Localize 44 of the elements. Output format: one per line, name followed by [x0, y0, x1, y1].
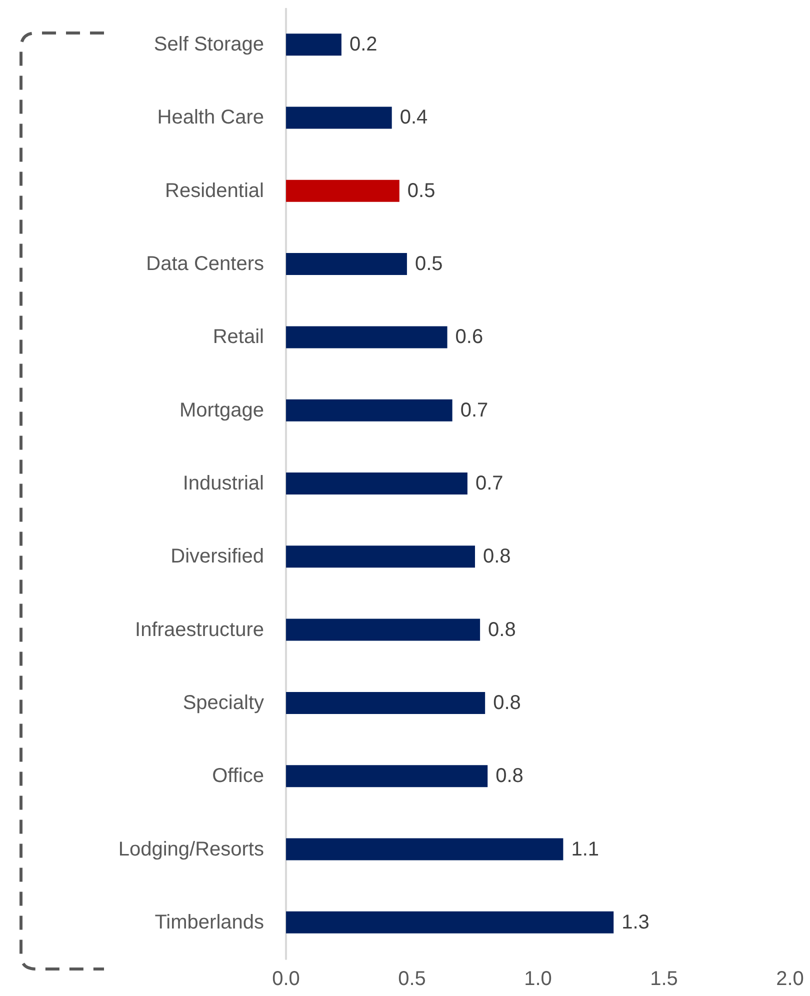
- bar: [286, 472, 468, 494]
- data-label: 0.8: [483, 546, 511, 568]
- data-label: 0.5: [414, 253, 443, 276]
- y-tick-label: Residential: [165, 180, 264, 202]
- bar: [286, 34, 342, 56]
- y-tick-label: Infraestructure: [135, 618, 264, 641]
- y-tick-label: Retail: [212, 326, 264, 348]
- x-tick-label: 1.0: [524, 968, 552, 990]
- bar: [286, 253, 407, 276]
- data-label: 0.7: [475, 472, 504, 494]
- bar: [286, 838, 564, 860]
- bar: [286, 106, 392, 129]
- x-tick-label: 0.0: [272, 968, 300, 990]
- x-tick-label: 0.5: [398, 968, 426, 990]
- data-label: 0.8: [488, 618, 516, 641]
- bar: [286, 180, 400, 202]
- data-label: 0.2: [349, 34, 378, 56]
- data-label: 0.8: [493, 692, 521, 714]
- bar: [286, 546, 475, 568]
- data-label: 1.1: [571, 838, 600, 860]
- data-label: 1.3: [622, 911, 650, 934]
- data-label: 0.4: [400, 106, 428, 129]
- bar: [286, 399, 452, 422]
- y-tick-label: Health Care: [157, 106, 264, 129]
- y-tick-label: Timberlands: [154, 911, 264, 934]
- y-tick-label: Self Storage: [154, 34, 264, 56]
- y-tick-label: Office: [212, 765, 264, 788]
- data-label: 0.8: [496, 765, 524, 788]
- y-tick-label: Diversified: [170, 546, 264, 568]
- data-label: 0.6: [455, 326, 484, 348]
- bar: [286, 692, 486, 714]
- y-tick-label: Lodging/Resorts: [118, 838, 264, 860]
- bar: [286, 326, 448, 348]
- x-tick-label: 2.0: [776, 968, 804, 990]
- y-tick-label: Data Centers: [146, 253, 264, 276]
- bar: [286, 911, 614, 934]
- bar: [286, 618, 480, 641]
- bar: [286, 765, 488, 788]
- y-tick-label: Specialty: [182, 692, 264, 714]
- y-tick-label: Mortgage: [180, 399, 264, 422]
- x-tick-label: 1.5: [650, 968, 678, 990]
- data-label: 0.7: [460, 399, 488, 422]
- y-tick-label: Industrial: [182, 472, 264, 494]
- data-label: 0.5: [407, 180, 436, 202]
